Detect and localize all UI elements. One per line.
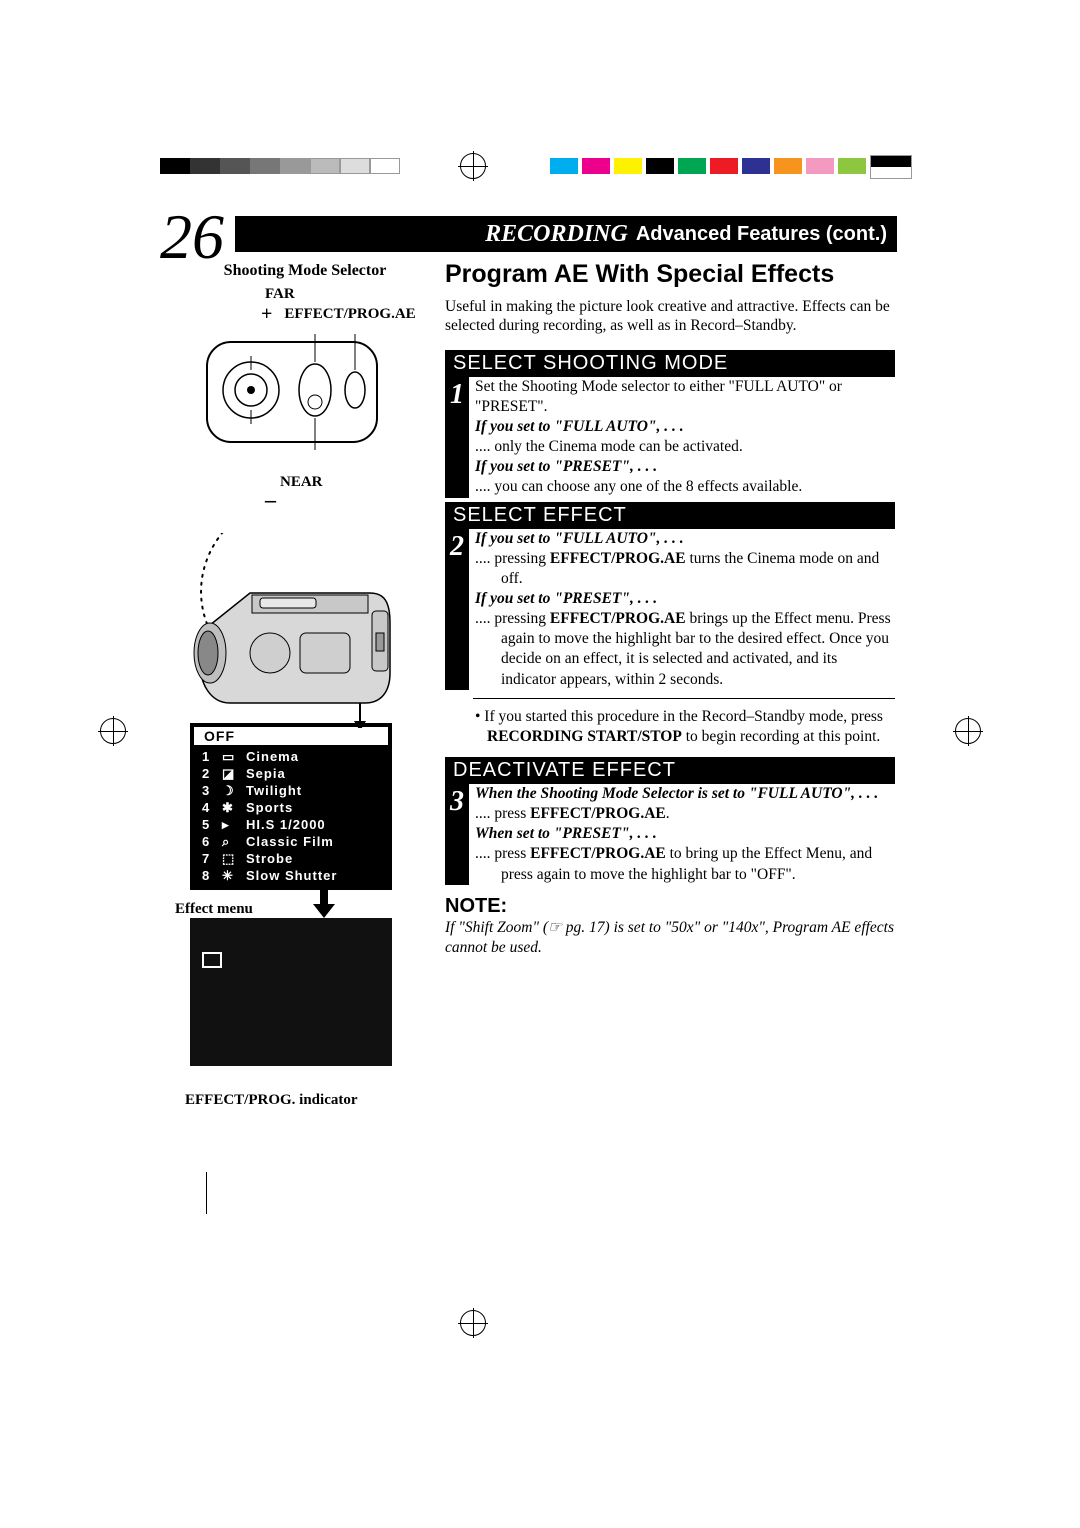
effect-menu-off: OFF [194, 727, 388, 745]
control-panel-diagram [205, 334, 405, 474]
effect-menu-label: Effect menu [175, 901, 253, 918]
step-subbody: .... press EFFECT/PROG.AE to bring up th… [475, 844, 895, 884]
section-header: RECORDING Advanced Features (cont.) [235, 216, 897, 252]
effect-menu-item: 7⬚Strobe [190, 850, 392, 867]
camcorder-illustration [180, 533, 420, 723]
crop-marks-left [160, 158, 400, 174]
step-subbody: .... press EFFECT/PROG.AE. [475, 804, 895, 824]
registration-mark-icon [460, 1310, 486, 1336]
effect-menu-item: 6⌕Classic Film [190, 833, 392, 850]
shooting-mode-selector-label: Shooting Mode Selector [175, 262, 435, 280]
step-subhead: If you set to "PRESET", . . . [475, 457, 895, 477]
step-bullet: • If you started this procedure in the R… [473, 707, 895, 747]
effect-prog-ae-label: EFFECT/PROG.AE [284, 306, 415, 323]
step-heading: SELECT EFFECT [445, 502, 895, 529]
viewfinder-display [190, 918, 392, 1066]
step-heading: SELECT SHOOTING MODE [445, 350, 895, 377]
manual-page: 26 RECORDING Advanced Features (cont.) S… [0, 0, 1080, 1528]
step-heading: DEACTIVATE EFFECT [445, 757, 895, 784]
step-subhead: When the Shooting Mode Selector is set t… [475, 784, 895, 804]
step-subbody: .... you can choose any one of the 8 eff… [475, 477, 895, 497]
step-subhead: When set to "PRESET", . . . [475, 824, 895, 844]
step-subhead: If you set to "FULL AUTO", . . . [475, 529, 895, 549]
registration-mark-icon [955, 718, 981, 744]
effect-menu-item: 5▸HI.S 1/2000 [190, 816, 392, 833]
crop-box-icon [870, 155, 912, 179]
step-lead: Set the Shooting Mode selector to either… [475, 377, 895, 417]
step-subhead: If you set to "FULL AUTO", . . . [475, 417, 895, 437]
section-subtitle: Advanced Features (cont.) [636, 223, 887, 246]
down-arrow-icon [313, 890, 335, 918]
right-column: Program AE With Special Effects Useful i… [445, 260, 895, 958]
step-block: 3 When the Shooting Mode Selector is set… [445, 784, 895, 885]
step-subbody: .... pressing EFFECT/PROG.AE brings up t… [475, 609, 895, 690]
effect-menu-item: 8✳Slow Shutter [190, 867, 392, 884]
far-label: FAR [265, 286, 435, 303]
step-block: 2 If you set to "FULL AUTO", . . . .... … [445, 529, 895, 690]
effect-menu-item: 1▭Cinema [190, 748, 392, 765]
section-title: RECORDING [485, 221, 628, 248]
plus-icon: + [261, 303, 272, 326]
step-number: 3 [445, 784, 469, 885]
note-heading: NOTE: [445, 895, 895, 918]
step-subbody: .... pressing EFFECT/PROG.AE turns the C… [475, 549, 895, 589]
registration-mark-icon [100, 718, 126, 744]
effect-menu-item: 4✱Sports [190, 799, 392, 816]
intro-text: Useful in making the picture look creati… [445, 297, 895, 336]
effect-menu-item: 3☽Twilight [190, 782, 392, 799]
step-number: 1 [445, 377, 469, 498]
step-block: 1 Set the Shooting Mode selector to eith… [445, 377, 895, 498]
effect-indicator-label: EFFECT/PROG. indicator [185, 1092, 435, 1109]
step-number: 2 [445, 529, 469, 690]
note-body: If "Shift Zoom" (☞ pg. 17) is set to "50… [445, 918, 895, 958]
step-subhead: If you set to "PRESET", . . . [475, 589, 895, 609]
registration-mark-icon [460, 153, 486, 179]
crop-marks-right [550, 158, 866, 174]
page-title: Program AE With Special Effects [445, 260, 895, 289]
effect-menu-item: 2◪Sepia [190, 765, 392, 782]
left-column: Shooting Mode Selector FAR + EFFECT/PROG… [175, 262, 435, 1109]
effect-menu: OFF 1▭Cinema 2◪Sepia 3☽Twilight 4✱Sports… [190, 723, 392, 890]
step-subbody: .... only the Cinema mode can be activat… [475, 437, 895, 457]
effect-indicator-icon [202, 952, 222, 968]
